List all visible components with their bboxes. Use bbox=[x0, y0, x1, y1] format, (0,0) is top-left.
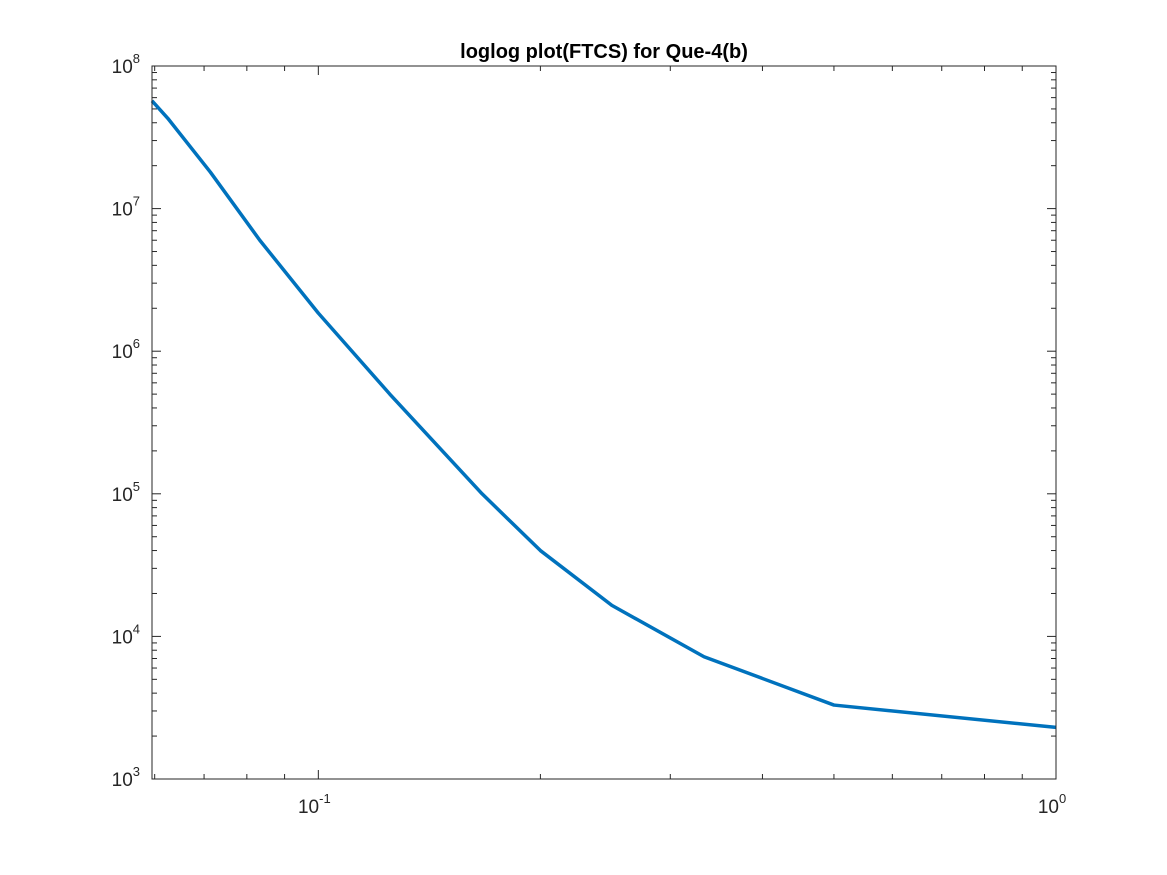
plot-background bbox=[152, 66, 1056, 779]
y-tick-exponent: 6 bbox=[133, 336, 140, 351]
y-tick-label: 107 bbox=[112, 194, 140, 221]
y-tick-exponent: 3 bbox=[133, 764, 140, 779]
axes-box bbox=[151, 65, 1057, 780]
y-tick-label: 108 bbox=[112, 51, 140, 78]
chart-title: loglog plot(FTCS) for Que-4(b) bbox=[460, 41, 748, 63]
x-tick-label: 10-1 bbox=[298, 791, 331, 818]
x-tick-label: 100 bbox=[1038, 791, 1066, 818]
y-tick-label: 106 bbox=[112, 336, 140, 363]
y-tick-label: 104 bbox=[112, 621, 140, 648]
y-tick-label: 103 bbox=[112, 764, 140, 791]
y-tick-exponent: 4 bbox=[133, 621, 140, 636]
y-tick-exponent: 8 bbox=[133, 51, 140, 66]
series-layer bbox=[150, 99, 1057, 730]
y-tick-label: 105 bbox=[112, 479, 140, 506]
minor-ticks bbox=[152, 66, 1056, 779]
series-line-0 bbox=[150, 99, 1057, 730]
x-tick-exponent: 0 bbox=[1059, 791, 1066, 806]
y-tick-exponent: 7 bbox=[133, 194, 140, 209]
y-tick-exponent: 5 bbox=[133, 479, 140, 494]
x-tick-exponent: -1 bbox=[319, 791, 331, 806]
